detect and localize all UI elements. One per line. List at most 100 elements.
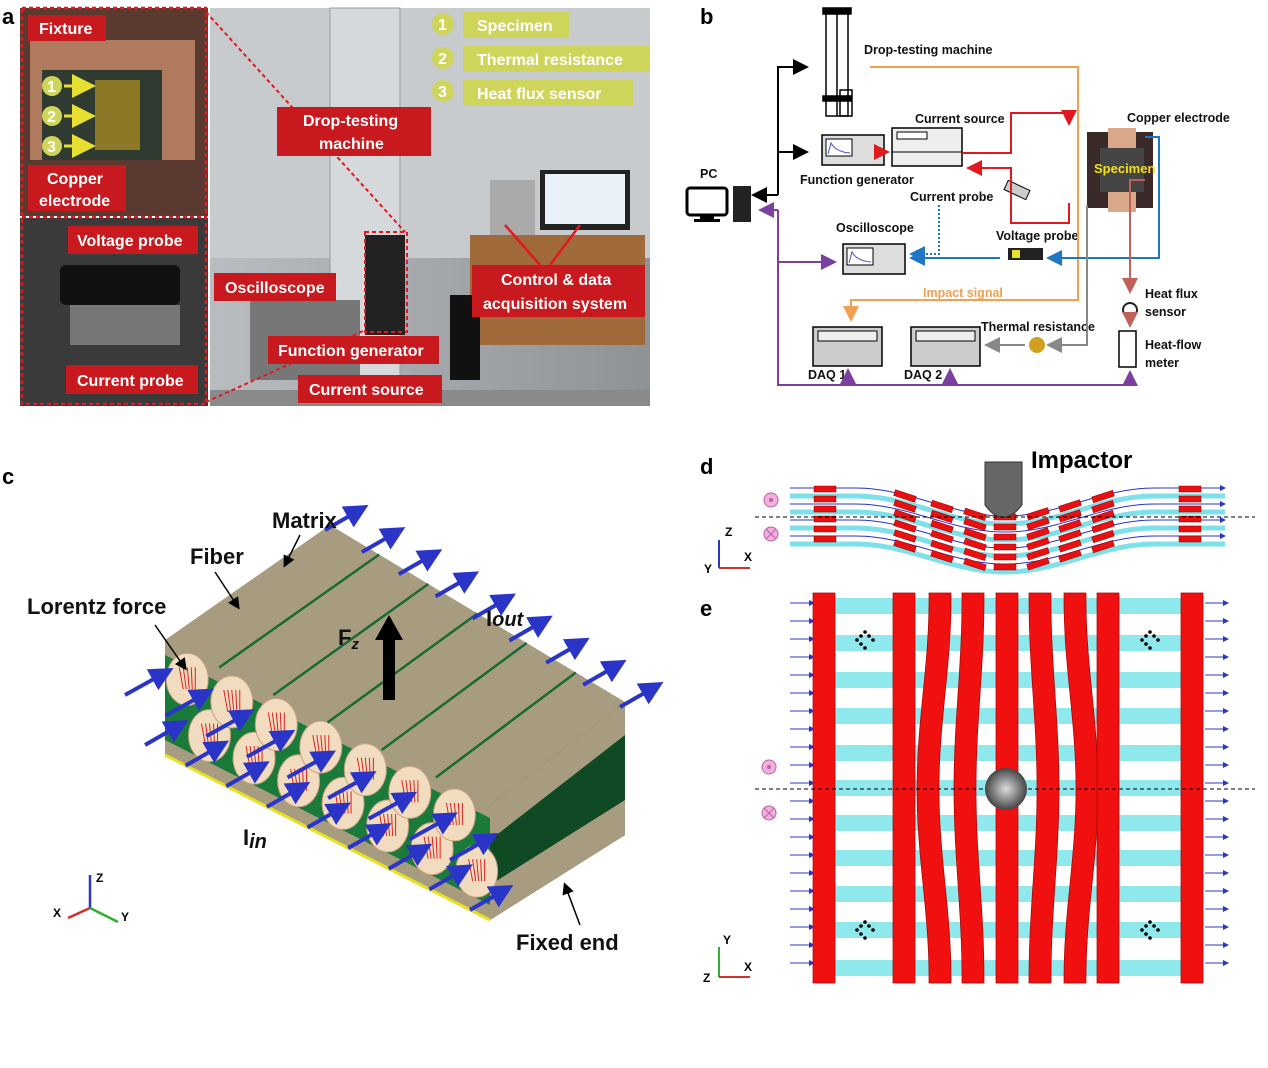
label-control-system	[472, 265, 645, 317]
label-lorentz-force: Lorentz force	[27, 594, 166, 619]
e-ellipsis-dot	[1144, 634, 1148, 638]
current-in-arrow	[347, 823, 392, 850]
lorentz-force-line	[472, 859, 477, 882]
laminate-top-view	[790, 592, 1229, 984]
fiber-line	[218, 553, 380, 669]
lorentz-force-line	[186, 667, 190, 690]
current-in-arrow	[245, 729, 296, 759]
b-label-impact-signal: Impact signal	[923, 286, 1003, 300]
current-in-arrow	[449, 833, 499, 862]
svg-text:X: X	[744, 550, 752, 564]
current-out-arrow	[324, 505, 369, 532]
pc-icon	[685, 186, 751, 222]
inset-border	[20, 6, 208, 406]
e-ellipsis-dot	[1156, 638, 1160, 642]
legend-num-1: 1	[438, 17, 447, 34]
d-fiber-block	[1091, 509, 1115, 524]
label-current-probe	[66, 365, 198, 394]
d-fiber-block	[1178, 485, 1202, 493]
current-in-arrow	[124, 668, 174, 697]
b-label-heat-flux-2: sensor	[1145, 305, 1186, 319]
d-fiber-block	[963, 557, 987, 571]
e-ellipsis-dot	[867, 924, 871, 928]
lorentz-force-line	[190, 667, 193, 690]
d-fiber-block	[993, 533, 1017, 541]
svg-text:Z: Z	[703, 971, 710, 985]
d-layer-line	[790, 541, 1225, 575]
current-arrows	[124, 505, 664, 912]
e-ellipsis-dot	[1148, 630, 1152, 634]
svg-text:X: X	[53, 906, 61, 920]
current-probe-icon	[1003, 179, 1031, 201]
d-fiber-block	[1026, 537, 1050, 551]
b-label-daq2: DAQ 2	[904, 368, 942, 382]
panel-b: b Drop-testing machine Function generato…	[685, 4, 1230, 386]
label-copper-electrode	[28, 165, 126, 211]
current-in-arrow	[184, 740, 230, 768]
label-function-generator-text: Function generator	[278, 343, 424, 360]
d-fiber-block	[893, 519, 917, 533]
c-axes-triad: Z X Y	[53, 871, 129, 924]
fiber-section	[343, 743, 387, 797]
e-ellipsis-dot	[859, 932, 863, 936]
e-fiber-strip	[1180, 592, 1204, 984]
legend-label-heat-flux-sensor: Heat flux sensor	[477, 86, 601, 103]
d-fiber-block	[1091, 529, 1115, 544]
legend-num-2: 2	[438, 51, 447, 68]
panel-e: e Y X Z	[700, 592, 1255, 985]
current-out-arrow	[434, 571, 480, 599]
b-connections	[751, 67, 1160, 386]
label-current-source-text: Current source	[309, 382, 424, 399]
current-out-arrow	[360, 527, 406, 554]
d-fiber-block	[963, 547, 987, 561]
d-fiber-block	[1091, 489, 1115, 504]
svg-text:Y: Y	[704, 562, 712, 576]
d-fiber-block	[930, 539, 954, 554]
lorentz-force-line	[476, 859, 480, 882]
lorentz-force-line	[231, 689, 235, 712]
label-fiber: Fiber	[190, 544, 244, 569]
d-fiber-block	[1026, 517, 1050, 531]
b-label-specimen: Specimen	[1094, 161, 1155, 176]
current-in-arrow	[225, 761, 270, 788]
d-fiber-block	[930, 509, 954, 524]
lorentz-force-line	[435, 836, 438, 859]
current-out-arrow	[545, 637, 590, 665]
d-fiber-block	[893, 489, 917, 503]
d-fiber-block	[893, 529, 917, 543]
label-drop-testing-machine	[277, 107, 431, 156]
marker-3: 3	[47, 139, 56, 156]
d-fiber-block	[893, 509, 917, 523]
d-fiber-block	[963, 517, 987, 531]
panel-label-d: d	[700, 454, 713, 479]
thermal-resistance-icon	[1029, 337, 1045, 353]
e-ellipsis-dot	[855, 638, 859, 642]
b-label-drop-testing: Drop-testing machine	[864, 43, 993, 57]
current-in-arrow	[387, 843, 433, 871]
label-fixed-end: Fixed end	[516, 930, 619, 955]
e-fiber-strip	[1028, 592, 1060, 984]
label-control-text-1: Control & data	[501, 272, 611, 289]
current-in-arrow	[367, 791, 418, 821]
b-label-heat-flux-1: Heat flux	[1145, 287, 1198, 301]
label-oscilloscope-text: Oscilloscope	[225, 280, 325, 297]
label-fz: Fz	[338, 625, 359, 653]
d-fiber-block	[930, 529, 954, 544]
label-current-source	[298, 375, 442, 403]
label-function-generator	[268, 336, 439, 364]
label-voltage-probe-text: Voltage probe	[77, 233, 183, 250]
lorentz-force-line	[391, 813, 394, 837]
d-axes-triad: Z X Y	[704, 525, 752, 576]
current-in-arrow	[469, 885, 514, 912]
e-ellipsis-dot	[1156, 928, 1160, 932]
e-ellipsis-dot	[863, 936, 867, 940]
b-label-voltage-probe: Voltage probe	[996, 229, 1078, 243]
d-fiber-block	[993, 543, 1017, 551]
e-axes-triad: Y X Z	[703, 933, 752, 985]
current-in-arrow	[306, 802, 351, 830]
panel-label-c: c	[2, 464, 14, 489]
e-ellipsis-dot	[859, 924, 863, 928]
d-fiber-block	[993, 563, 1017, 571]
label-i-out: Iout	[486, 606, 525, 631]
lorentz-force-line	[227, 689, 232, 712]
